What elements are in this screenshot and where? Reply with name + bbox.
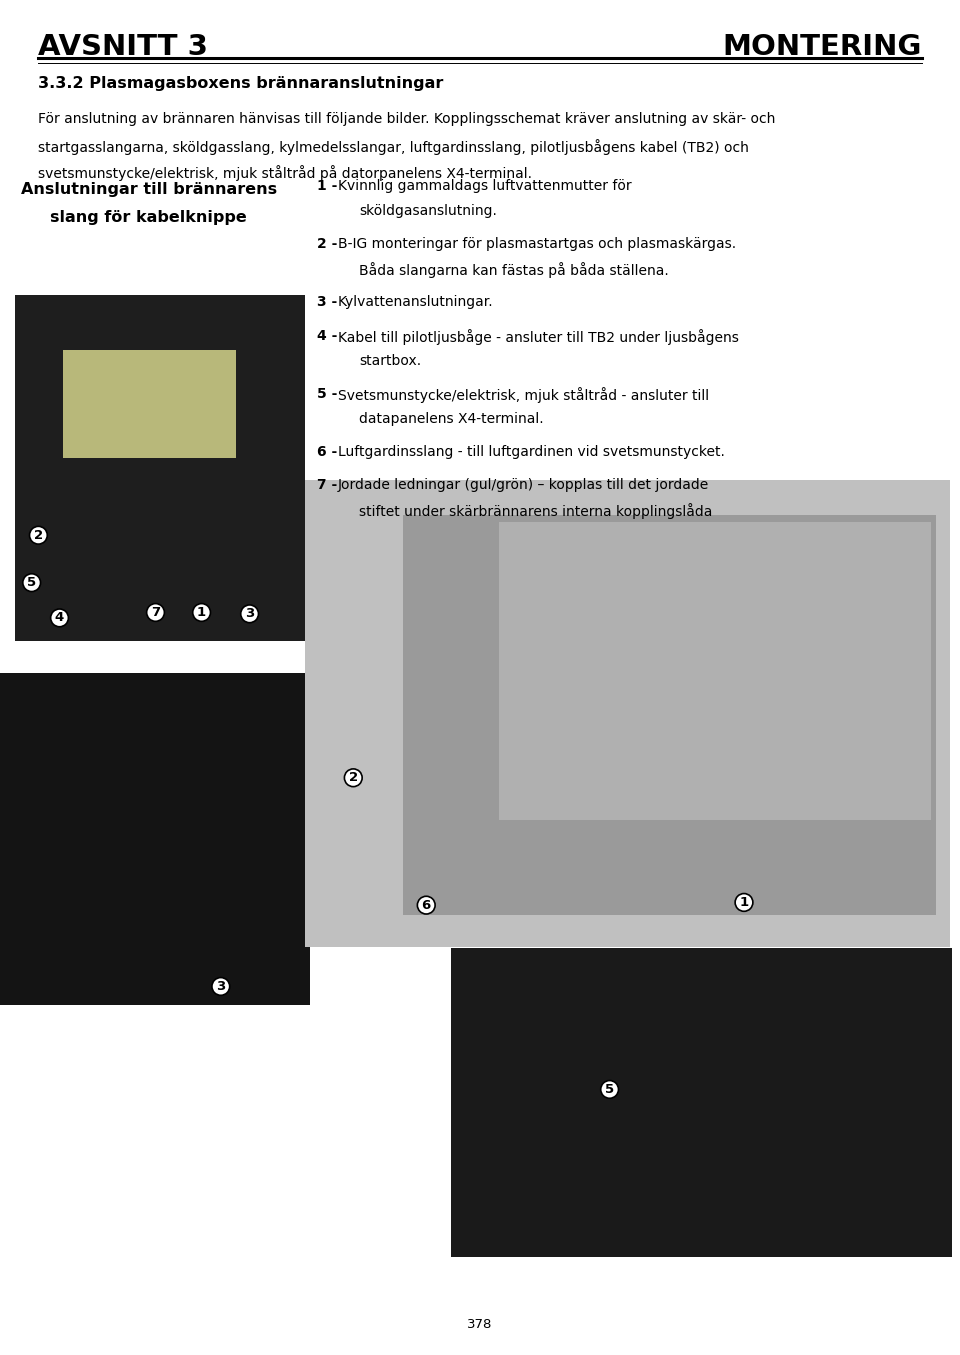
Text: För anslutning av brännaren hänvisas till följande bilder. Kopplingsschemat kräv: För anslutning av brännaren hänvisas til… (38, 112, 776, 126)
Text: Kylvattenanslutningar.: Kylvattenanslutningar. (338, 295, 493, 309)
Text: 6: 6 (421, 898, 431, 912)
Text: B-IG monteringar för plasmastartgas och plasmaskärgas.: B-IG monteringar för plasmastartgas och … (338, 237, 736, 251)
Text: 7: 7 (151, 606, 160, 619)
Text: 1: 1 (739, 896, 749, 909)
Text: slang för kabelknippe: slang för kabelknippe (51, 210, 247, 225)
Text: 1: 1 (197, 606, 206, 619)
Text: AVSNITT 3: AVSNITT 3 (38, 33, 208, 61)
Text: 1 -: 1 - (317, 179, 337, 192)
Text: 4 -: 4 - (317, 329, 337, 343)
Bar (403, 515, 936, 915)
Text: 5: 5 (27, 576, 36, 589)
Text: 3: 3 (216, 980, 226, 993)
Text: Svetsmunstycke/elektrisk, mjuk ståltråd - ansluter till: Svetsmunstycke/elektrisk, mjuk ståltråd … (338, 388, 709, 402)
Text: 2 -: 2 - (317, 237, 337, 251)
Bar (451, 948, 952, 1257)
Bar (15, 295, 305, 641)
Text: 5 -: 5 - (317, 388, 337, 401)
Bar (0, 673, 310, 1005)
Text: Kabel till pilotljusbåge - ansluter till TB2 under ljusbågens: Kabel till pilotljusbåge - ansluter till… (338, 329, 739, 344)
Text: sköldgasanslutning.: sköldgasanslutning. (359, 205, 497, 218)
Text: 7 -: 7 - (317, 478, 337, 492)
Text: Luftgardinsslang - till luftgardinen vid svetsmunstycket.: Luftgardinsslang - till luftgardinen vid… (338, 446, 725, 459)
Text: 4: 4 (55, 611, 64, 625)
Text: MONTERING: MONTERING (722, 33, 922, 61)
Text: 2: 2 (348, 771, 358, 785)
Bar (499, 522, 931, 820)
Text: svetsmunstycke/elektrisk, mjuk ståltråd på datorpanelens X4-terminal.: svetsmunstycke/elektrisk, mjuk ståltråd … (38, 165, 533, 182)
Text: Kvinnlig gammaldags luftvattenmutter för: Kvinnlig gammaldags luftvattenmutter för (338, 179, 632, 192)
Text: Anslutningar till brännarens: Anslutningar till brännarens (21, 182, 276, 196)
Text: 6 -: 6 - (317, 446, 337, 459)
Text: 5: 5 (605, 1083, 614, 1096)
Text: startbox.: startbox. (359, 354, 421, 367)
Text: Jordade ledningar (gul/grön) – kopplas till det jordade: Jordade ledningar (gul/grön) – kopplas t… (338, 478, 709, 492)
Text: Båda slangarna kan fästas på båda ställena.: Båda slangarna kan fästas på båda ställe… (359, 263, 669, 278)
Text: 3.3.2 Plasmagasboxens brännaranslutningar: 3.3.2 Plasmagasboxens brännaranslutninga… (38, 76, 444, 91)
Text: datapanelens X4-terminal.: datapanelens X4-terminal. (359, 412, 543, 425)
Text: 3 -: 3 - (317, 295, 337, 309)
Text: 2: 2 (34, 528, 43, 542)
Text: 3: 3 (245, 607, 254, 621)
Text: 378: 378 (468, 1317, 492, 1331)
Bar (63, 350, 236, 458)
Text: startgasslangarna, sköldgasslang, kylmedelsslangar, luftgardinsslang, pilotljusb: startgasslangarna, sköldgasslang, kylmed… (38, 138, 749, 154)
Bar (305, 480, 950, 947)
Text: stiftet under skärbrännarens interna kopplingslåda: stiftet under skärbrännarens interna kop… (359, 504, 712, 519)
